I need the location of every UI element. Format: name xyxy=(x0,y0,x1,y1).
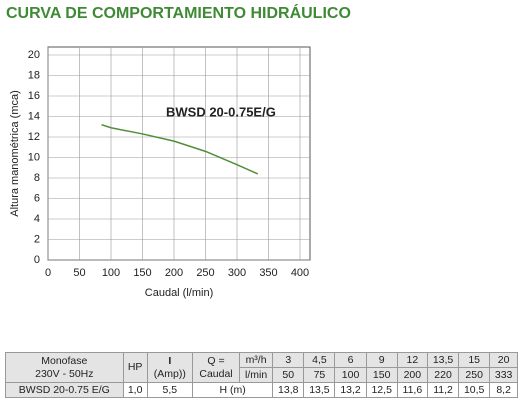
head-value: 13,8 xyxy=(272,382,305,398)
y-tick-label: 4 xyxy=(34,213,40,225)
head-value: 13,5 xyxy=(303,382,336,398)
x-tick-label: 200 xyxy=(165,267,183,279)
head-label: H (m) xyxy=(192,382,274,398)
head-value: 12,5 xyxy=(365,382,398,398)
flow-m3h: 4,5 xyxy=(303,352,336,368)
flow-lmin: 100 xyxy=(334,367,367,383)
curve xyxy=(101,123,259,175)
head-value: 8,2 xyxy=(489,382,518,398)
header-line: I xyxy=(168,354,172,367)
x-tick-label: 350 xyxy=(259,267,277,279)
header-line: Q = xyxy=(207,354,225,367)
y-tick-label: 8 xyxy=(34,172,40,184)
x-tick-label: 400 xyxy=(291,267,309,279)
x-tick-label: 100 xyxy=(102,267,120,279)
y-tick-label: 12 xyxy=(28,131,40,143)
model-cell: BWSD 20-0.75 E/G xyxy=(5,382,124,398)
flow-header: Q = Caudal xyxy=(192,352,240,383)
y-tick-label: 10 xyxy=(28,151,40,163)
y-tick-label: 2 xyxy=(34,233,40,245)
x-tick-label: 50 xyxy=(73,267,85,279)
flow-m3h: 20 xyxy=(489,352,518,368)
page-title: CURVA DE COMPORTAMIENTO HIDRÁULICO xyxy=(6,5,351,22)
y-axis-label: Altura manométrica (mca) xyxy=(9,90,21,217)
y-tick-label: 6 xyxy=(34,192,40,204)
header-line: (Amp)) xyxy=(153,367,186,380)
flow-lmin: 220 xyxy=(426,367,460,383)
head-value: 11,6 xyxy=(396,382,428,398)
hp-cell: 1,0 xyxy=(122,382,148,398)
flow-lmin: 50 xyxy=(272,367,305,383)
x-tick-label: 150 xyxy=(133,267,151,279)
annotation: BWSD 20-0.75E/G xyxy=(166,104,276,119)
header-line: 230V - 50Hz xyxy=(35,367,94,380)
header-line: Caudal xyxy=(199,367,233,380)
flow-m3h: 9 xyxy=(365,352,398,368)
flow-lmin: 150 xyxy=(365,367,398,383)
flow-lmin: 333 xyxy=(489,367,518,383)
y-tick-label: 0 xyxy=(34,254,40,266)
flow-lmin: 200 xyxy=(396,367,428,383)
plot-frame xyxy=(47,46,311,261)
flow-lmin: 250 xyxy=(458,367,491,383)
unit-cell: l/min xyxy=(238,367,274,383)
y-tick-label: 16 xyxy=(28,90,40,102)
x-tick-label: 250 xyxy=(196,267,214,279)
y-tick-label: 14 xyxy=(28,110,40,122)
model-header: Monofase 230V - 50Hz xyxy=(5,352,124,383)
head-value: 13,2 xyxy=(334,382,367,398)
x-tick-label: 300 xyxy=(228,267,246,279)
hp-header: HP xyxy=(122,352,148,383)
unit-cell: m³/h xyxy=(238,352,274,368)
current-header: I (Amp)) xyxy=(146,352,194,383)
flow-m3h: 6 xyxy=(334,352,367,368)
x-tick-label: 0 xyxy=(45,267,51,279)
current-cell: 5,5 xyxy=(146,382,194,398)
flow-m3h: 15 xyxy=(458,352,491,368)
y-tick-label: 18 xyxy=(28,69,40,81)
flow-m3h: 3 xyxy=(272,352,305,368)
x-axis-label: Caudal (l/min) xyxy=(145,287,213,299)
flow-m3h: 13,5 xyxy=(426,352,460,368)
spec-table: Monofase 230V - 50Hz HP I (Amp)) Q = Caudal… xyxy=(5,352,518,398)
flow-m3h: 12 xyxy=(396,352,428,368)
flow-lmin: 75 xyxy=(303,367,336,383)
y-tick-label: 20 xyxy=(28,49,40,61)
head-value: 11,2 xyxy=(426,382,460,398)
header-line: Monofase xyxy=(41,354,88,367)
head-value: 10,5 xyxy=(458,382,491,398)
